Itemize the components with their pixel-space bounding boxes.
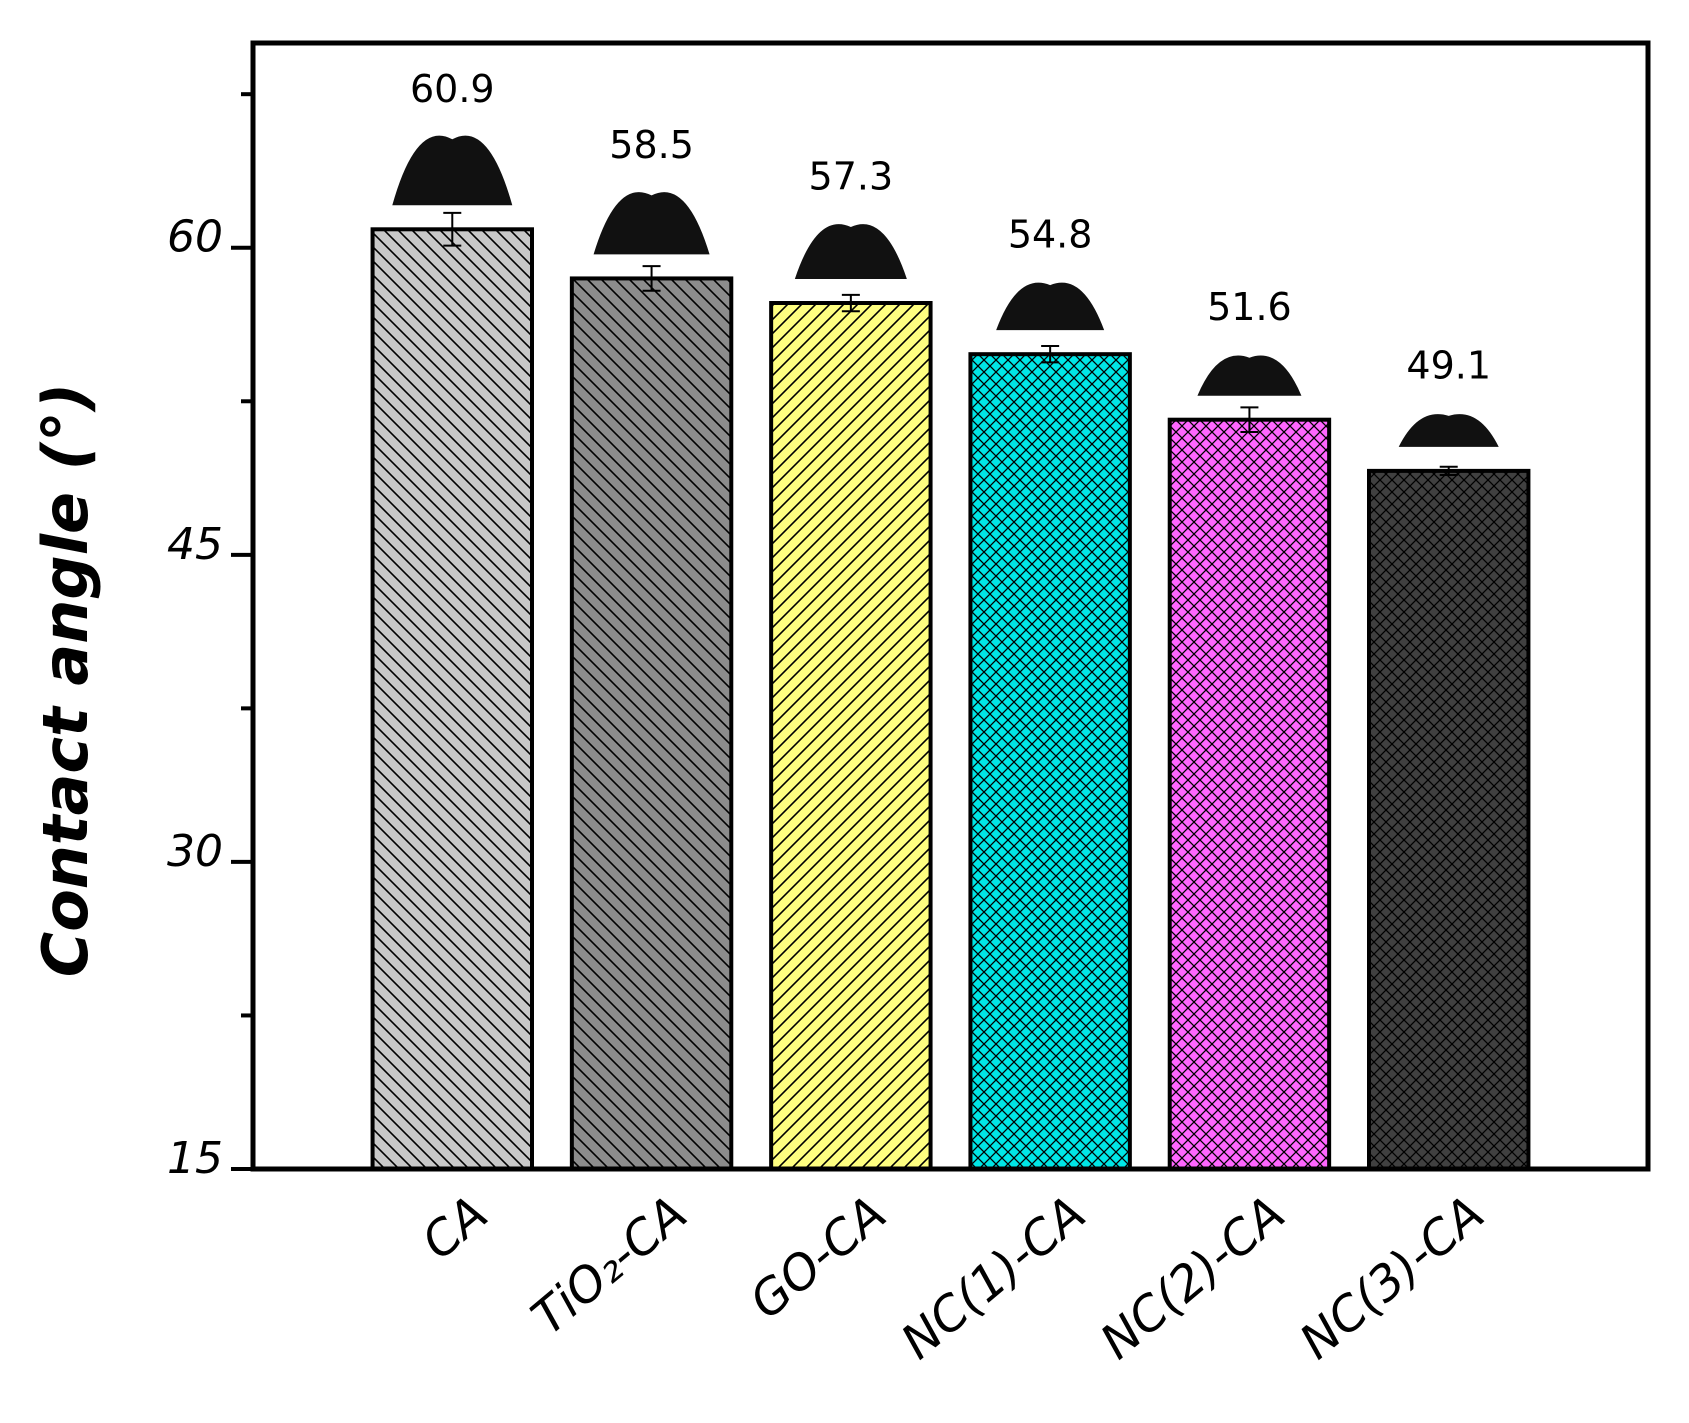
error-bar: [1240, 406, 1259, 433]
x-tick-label: TiO₂-CA: [521, 1185, 697, 1346]
value-label: 58.5: [609, 123, 694, 167]
value-label: 57.3: [809, 155, 894, 199]
error-bar: [642, 265, 661, 292]
droplet: [593, 192, 710, 255]
value-label: 51.6: [1207, 285, 1292, 329]
x-tick-label: NC(3)-CA: [1289, 1185, 1494, 1370]
x-tick-label: NC(1)-CA: [891, 1185, 1096, 1370]
error-bar: [841, 293, 860, 313]
error-bar: [1439, 465, 1458, 476]
droplet: [996, 282, 1105, 331]
bar: [569, 276, 734, 1172]
droplet: [794, 224, 907, 280]
error-bar: [443, 211, 462, 247]
y-tick-label: 15: [167, 1133, 223, 1184]
y-tick-label: 30: [167, 826, 223, 877]
value-label: 60.9: [410, 67, 495, 111]
plot-frame: [250, 40, 1651, 1172]
droplet: [1197, 355, 1302, 396]
y-tick-label: 45: [167, 519, 223, 570]
bar: [370, 227, 535, 1171]
droplet: [1398, 414, 1499, 447]
y-axis-label: Contact angle (°): [29, 383, 102, 978]
bar: [1167, 417, 1332, 1171]
y-tick-label: 60: [167, 212, 223, 263]
bar: [968, 352, 1132, 1172]
bar: [1367, 468, 1531, 1171]
value-label: 49.1: [1406, 343, 1491, 387]
bar: [769, 301, 933, 1171]
droplet: [392, 135, 513, 206]
x-tick-label: CA: [412, 1185, 499, 1271]
value-label: 54.8: [1008, 213, 1093, 257]
x-tick-label: GO-CA: [739, 1185, 897, 1330]
x-tick-label: NC(2)-CA: [1090, 1185, 1295, 1370]
error-bar: [1041, 344, 1060, 364]
